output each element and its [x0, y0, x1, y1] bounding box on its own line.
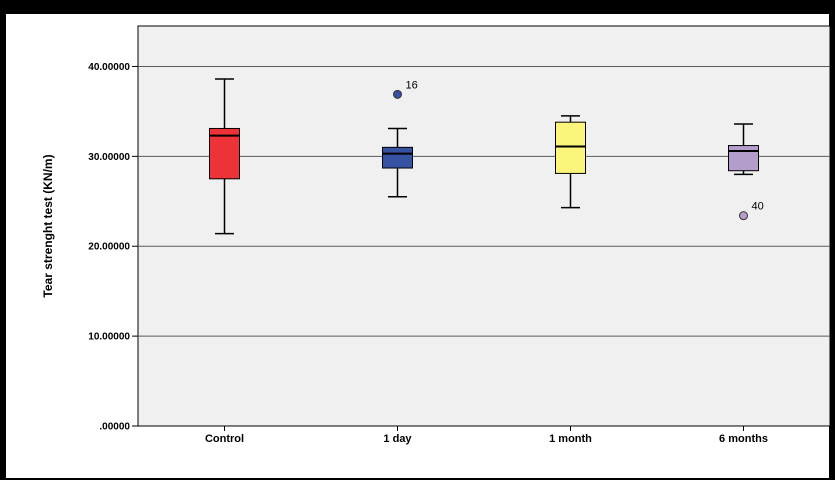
- y-axis-title: Tear strenght test (KN/m): [41, 154, 55, 297]
- box-group: [209, 78, 240, 235]
- y-tick-label: 30.00000: [88, 152, 130, 163]
- y-tick-label: .00000: [99, 422, 130, 433]
- y-tick-label: 20.00000: [88, 242, 130, 253]
- iqr-box: [555, 121, 586, 174]
- gridlines: [138, 65, 830, 337]
- x-axis: Control 1 day 1 month 6 months: [205, 426, 768, 445]
- outlier-point: [739, 211, 748, 221]
- plot-area: [137, 25, 831, 427]
- x-tick-label: Control: [205, 433, 244, 445]
- x-tick-label: 1 month: [549, 433, 592, 445]
- outlier-label: 40: [752, 201, 764, 213]
- box-group: [555, 115, 586, 209]
- y-tick-label: 40.00000: [88, 62, 130, 73]
- y-tick-label: 10.00000: [88, 332, 130, 343]
- x-tick-label: 1 day: [383, 433, 412, 445]
- iqr-box: [728, 145, 759, 172]
- outlier-point: [393, 89, 402, 99]
- iqr-box: [382, 146, 413, 169]
- y-axis: .00000 10.00000 20.00000 30.00000 40.00000: [88, 62, 138, 433]
- outlier-label: 16: [406, 79, 418, 91]
- iqr-box: [209, 127, 240, 180]
- box-group: 16: [382, 79, 418, 198]
- box-group: 40: [728, 123, 764, 221]
- x-tick-label: 6 months: [719, 433, 768, 445]
